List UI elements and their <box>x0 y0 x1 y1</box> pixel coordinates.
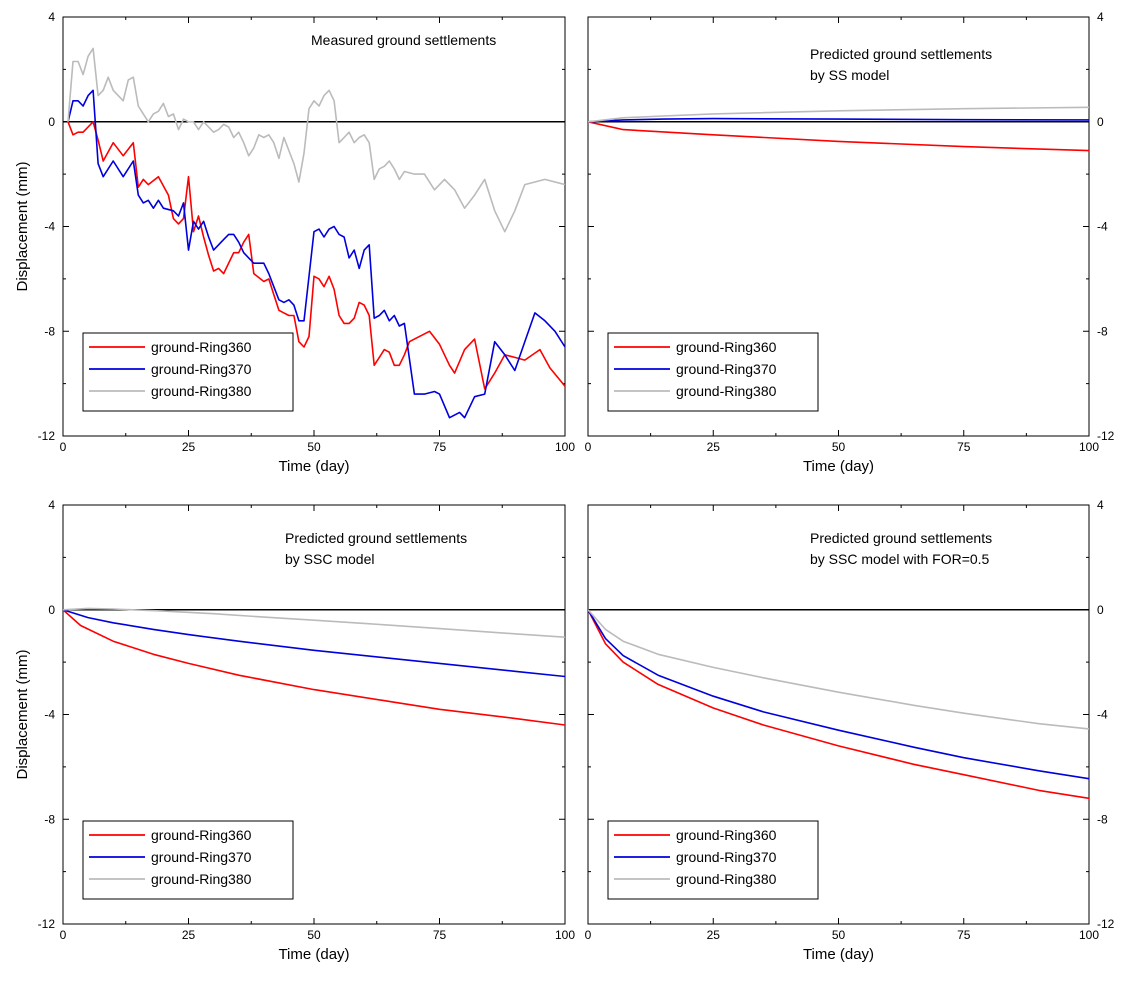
series-line-ground-ring370 <box>63 609 565 678</box>
x-tick-label: 25 <box>182 928 196 942</box>
y-tick-label: 0 <box>48 115 55 129</box>
legend-item-label: ground-Ring380 <box>151 383 252 399</box>
x-tick-label: 75 <box>957 928 971 942</box>
y-tick-label: -4 <box>44 220 55 234</box>
x-axis-label: Time (day) <box>803 458 874 475</box>
y-tick-label: 4 <box>1097 498 1104 512</box>
legend-item-label: ground-Ring360 <box>151 339 252 355</box>
y-axis-label: Displacement (mm) <box>14 161 31 291</box>
series-line-ground-ring380 <box>67 47 565 233</box>
series-group <box>67 47 565 419</box>
chart-panel-a: 0 25 50 75 100 4 0 -4 -8 -12 Time (day) Displacemen… <box>14 10 575 475</box>
x-axis-label: Time (day) <box>278 458 349 475</box>
legend: ground-Ring360 ground-Ring370 ground-Ring3… <box>82 820 294 900</box>
legend-box <box>607 332 819 412</box>
series-line-ground-ring360 <box>67 121 565 390</box>
chart-panel-b: 0 25 50 75 100 4 0 -4 -8 -12 Time (day) Predicted g… <box>585 10 1115 475</box>
chart-panel-d: 0 25 50 75 100 4 0 -4 -8 -12 Time (day) Predicted g… <box>585 498 1115 963</box>
legend-box <box>82 820 294 900</box>
x-tick-label: 50 <box>832 928 846 942</box>
x-tick-label: 0 <box>60 928 67 942</box>
legend-item-label: ground-Ring360 <box>676 339 777 355</box>
series-line-ground-ring370 <box>588 609 1089 780</box>
y-tick-label: -4 <box>44 708 55 722</box>
y-tick-label: 4 <box>48 10 55 24</box>
x-tick-label: 50 <box>832 440 846 454</box>
series-line-ground-ring380 <box>588 106 1089 123</box>
legend: ground-Ring360 ground-Ring370 ground-Ring3… <box>607 332 819 412</box>
y-tick-label: 0 <box>48 603 55 617</box>
chart-panel-c: 0 25 50 75 100 4 0 -4 -8 -12 Time (day) Displacemen… <box>14 498 575 963</box>
x-tick-label: 100 <box>1079 928 1099 942</box>
legend: ground-Ring360 ground-Ring370 ground-Ring3… <box>82 332 294 412</box>
legend: ground-Ring360 ground-Ring370 ground-Ring3… <box>607 820 819 900</box>
y-tick-label: 4 <box>48 498 55 512</box>
panel-annotation: by SSC model <box>285 551 374 567</box>
y-tick-label: -8 <box>44 812 55 826</box>
y-tick-label: -8 <box>1097 324 1108 338</box>
series-line-ground-ring370 <box>67 89 565 419</box>
x-tick-label: 100 <box>555 440 575 454</box>
legend-box <box>607 820 819 900</box>
y-tick-label: -12 <box>38 429 56 443</box>
x-tick-label: 0 <box>585 928 592 942</box>
x-axis-label: Time (day) <box>278 946 349 963</box>
series-line-ground-ring370 <box>588 117 1089 123</box>
x-tick-label: 100 <box>1079 440 1099 454</box>
y-tick-label: -8 <box>1097 812 1108 826</box>
panel-annotation: Predicted ground settlements <box>810 530 992 546</box>
y-tick-label: 4 <box>1097 10 1104 24</box>
series-group <box>588 106 1089 152</box>
y-tick-label: -8 <box>44 324 55 338</box>
legend-item-label: ground-Ring370 <box>676 849 777 865</box>
x-tick-label: 0 <box>60 440 67 454</box>
x-tick-label: 0 <box>585 440 592 454</box>
x-tick-label: 50 <box>307 928 321 942</box>
x-tick-label: 75 <box>957 440 971 454</box>
y-tick-label: 0 <box>1097 603 1104 617</box>
x-tick-label: 75 <box>433 928 447 942</box>
panel-annotation: Predicted ground settlements <box>285 530 467 546</box>
x-tick-label: 50 <box>307 440 321 454</box>
x-tick-label: 75 <box>433 440 447 454</box>
x-tick-label: 25 <box>707 928 721 942</box>
series-line-ground-ring380 <box>63 607 565 638</box>
y-tick-label: -12 <box>1097 429 1115 443</box>
legend-box <box>82 332 294 412</box>
series-line-ground-ring360 <box>588 121 1089 152</box>
legend-item-label: ground-Ring380 <box>676 871 777 887</box>
x-tick-label: 25 <box>707 440 721 454</box>
series-line-ground-ring360 <box>588 609 1089 800</box>
series-line-ground-ring360 <box>63 609 565 726</box>
panel-annotation: by SSC model with FOR=0.5 <box>810 551 990 567</box>
series-group <box>63 607 565 726</box>
legend-item-label: ground-Ring370 <box>151 361 252 377</box>
panel-annotation: by SS model <box>810 67 889 83</box>
y-tick-label: 0 <box>1097 115 1104 129</box>
x-axis-label: Time (day) <box>803 946 874 963</box>
series-group <box>588 609 1089 800</box>
series-line-ground-ring380 <box>588 609 1089 730</box>
panel-annotation: Predicted ground settlements <box>810 46 992 62</box>
legend-item-label: ground-Ring370 <box>151 849 252 865</box>
panel-annotation: Measured ground settlements <box>311 32 496 48</box>
y-tick-label: -4 <box>1097 708 1108 722</box>
legend-item-label: ground-Ring360 <box>151 827 252 843</box>
y-tick-label: -12 <box>1097 917 1115 931</box>
x-tick-label: 100 <box>555 928 575 942</box>
legend-item-label: ground-Ring380 <box>676 383 777 399</box>
y-tick-label: -4 <box>1097 220 1108 234</box>
legend-item-label: ground-Ring370 <box>676 361 777 377</box>
x-tick-label: 25 <box>182 440 196 454</box>
y-tick-label: -12 <box>38 917 56 931</box>
legend-item-label: ground-Ring380 <box>151 871 252 887</box>
legend-item-label: ground-Ring360 <box>676 827 777 843</box>
y-axis-label: Displacement (mm) <box>14 649 31 779</box>
